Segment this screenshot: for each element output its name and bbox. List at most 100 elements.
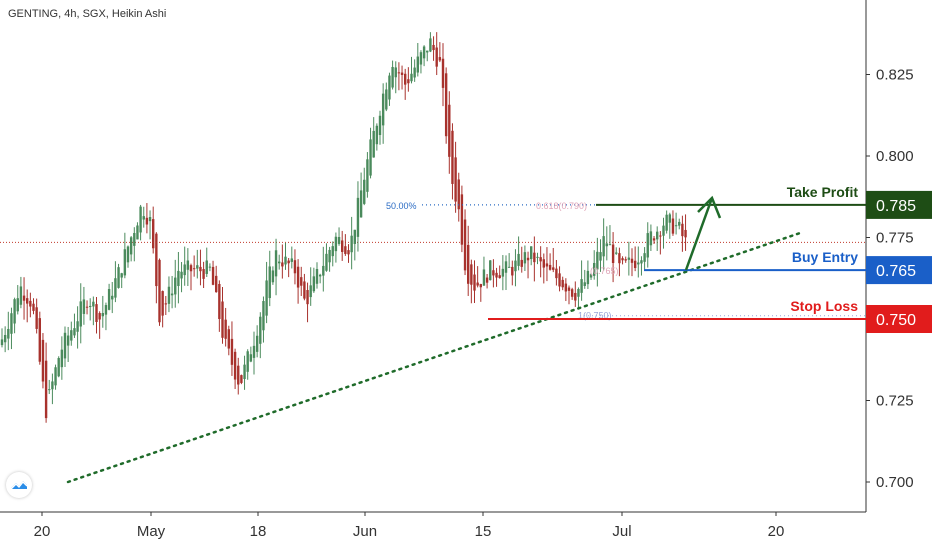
price-badge [866,256,932,285]
candle-body [665,214,668,231]
candle-body [89,305,92,308]
candle-body [32,303,35,311]
candle-body [287,260,290,264]
candle-body [470,264,473,285]
tradingview-logo-icon[interactable] [6,472,32,498]
candle-body [309,285,312,298]
candle-body [467,244,470,284]
price-badge [866,190,932,219]
candle-body [495,272,498,278]
candle-body [419,52,423,65]
candle-body [485,277,489,283]
candle-body [7,328,10,339]
y-tick-label: 0.825 [876,67,914,84]
candle-body [460,194,464,245]
candle-body [123,249,127,276]
candle-body [189,265,193,272]
candle-body [507,266,511,268]
candle-body [70,330,73,341]
candle-body [284,256,287,265]
candle-body [596,251,599,270]
candle-body [624,259,627,261]
candle-body [328,249,331,263]
candle-body [252,345,256,358]
candle-body [161,291,164,316]
candle-body [136,225,139,240]
candle-body [451,130,454,184]
candle-body [589,274,593,278]
candle-body [542,259,545,268]
candle-body [548,264,552,270]
candle-body [218,283,221,320]
candle-body [473,274,476,291]
candle-body [438,57,442,61]
level-label: Stop Loss [790,298,858,314]
candle-body [353,229,356,244]
candle-body [580,279,583,293]
candle-body [435,47,438,67]
candle-body [630,258,634,263]
candle-body [602,236,605,257]
candle-body [13,299,16,324]
candle-body [48,389,51,391]
candle-body [3,334,7,343]
candle-body [637,262,640,265]
candle-body [577,288,580,297]
candle-body [196,265,199,269]
candle-body [167,286,171,304]
candle-body [552,267,555,270]
candle-body [54,367,57,386]
candle-body [359,190,363,218]
candle-body [133,232,136,246]
candle-body [174,277,177,295]
candle-body [306,290,309,305]
candle-body [413,67,416,78]
candle-body [574,292,577,301]
candle-body [608,244,612,246]
fib-50-label: 50.00% [386,201,417,211]
candle-body [158,259,161,323]
candle-body [104,305,108,315]
candle-body [19,286,23,305]
candle-body [334,236,338,252]
candle-body [369,139,372,176]
candle-body [318,274,322,277]
candle-body [407,79,410,84]
candle-body [570,289,574,297]
candle-body [627,257,631,260]
price-badge-label: 0.750 [876,312,916,329]
candle-body [514,260,517,272]
candle-body [545,263,549,267]
candle-body [501,268,505,277]
candle-body [98,313,101,320]
candle-body [41,339,45,382]
level-label: Take Profit [787,184,859,200]
candle-body [16,298,19,312]
candle-body [139,206,142,233]
candle-body [662,225,665,236]
candle-body [0,339,4,346]
candle-body [126,246,130,263]
candle-body [633,260,637,269]
candle-body [262,301,265,331]
candle-body [668,214,671,223]
x-tick-label: 18 [250,523,267,540]
candle-body [347,250,350,255]
projection-arrow [684,197,714,271]
candle-body [599,252,602,261]
candle-body [404,73,407,85]
candle-body [60,349,64,368]
x-tick-label: Jul [612,523,631,540]
candle-body [539,257,542,262]
candle-body [482,269,486,286]
candle-body [268,266,271,299]
candle-body [618,253,621,264]
candle-body [224,319,227,339]
candle-body [230,338,234,365]
candle-body [117,267,120,288]
candle-body [107,288,111,310]
candle-body [85,306,89,308]
x-tick-label: 15 [475,523,492,540]
candle-body [375,125,379,145]
